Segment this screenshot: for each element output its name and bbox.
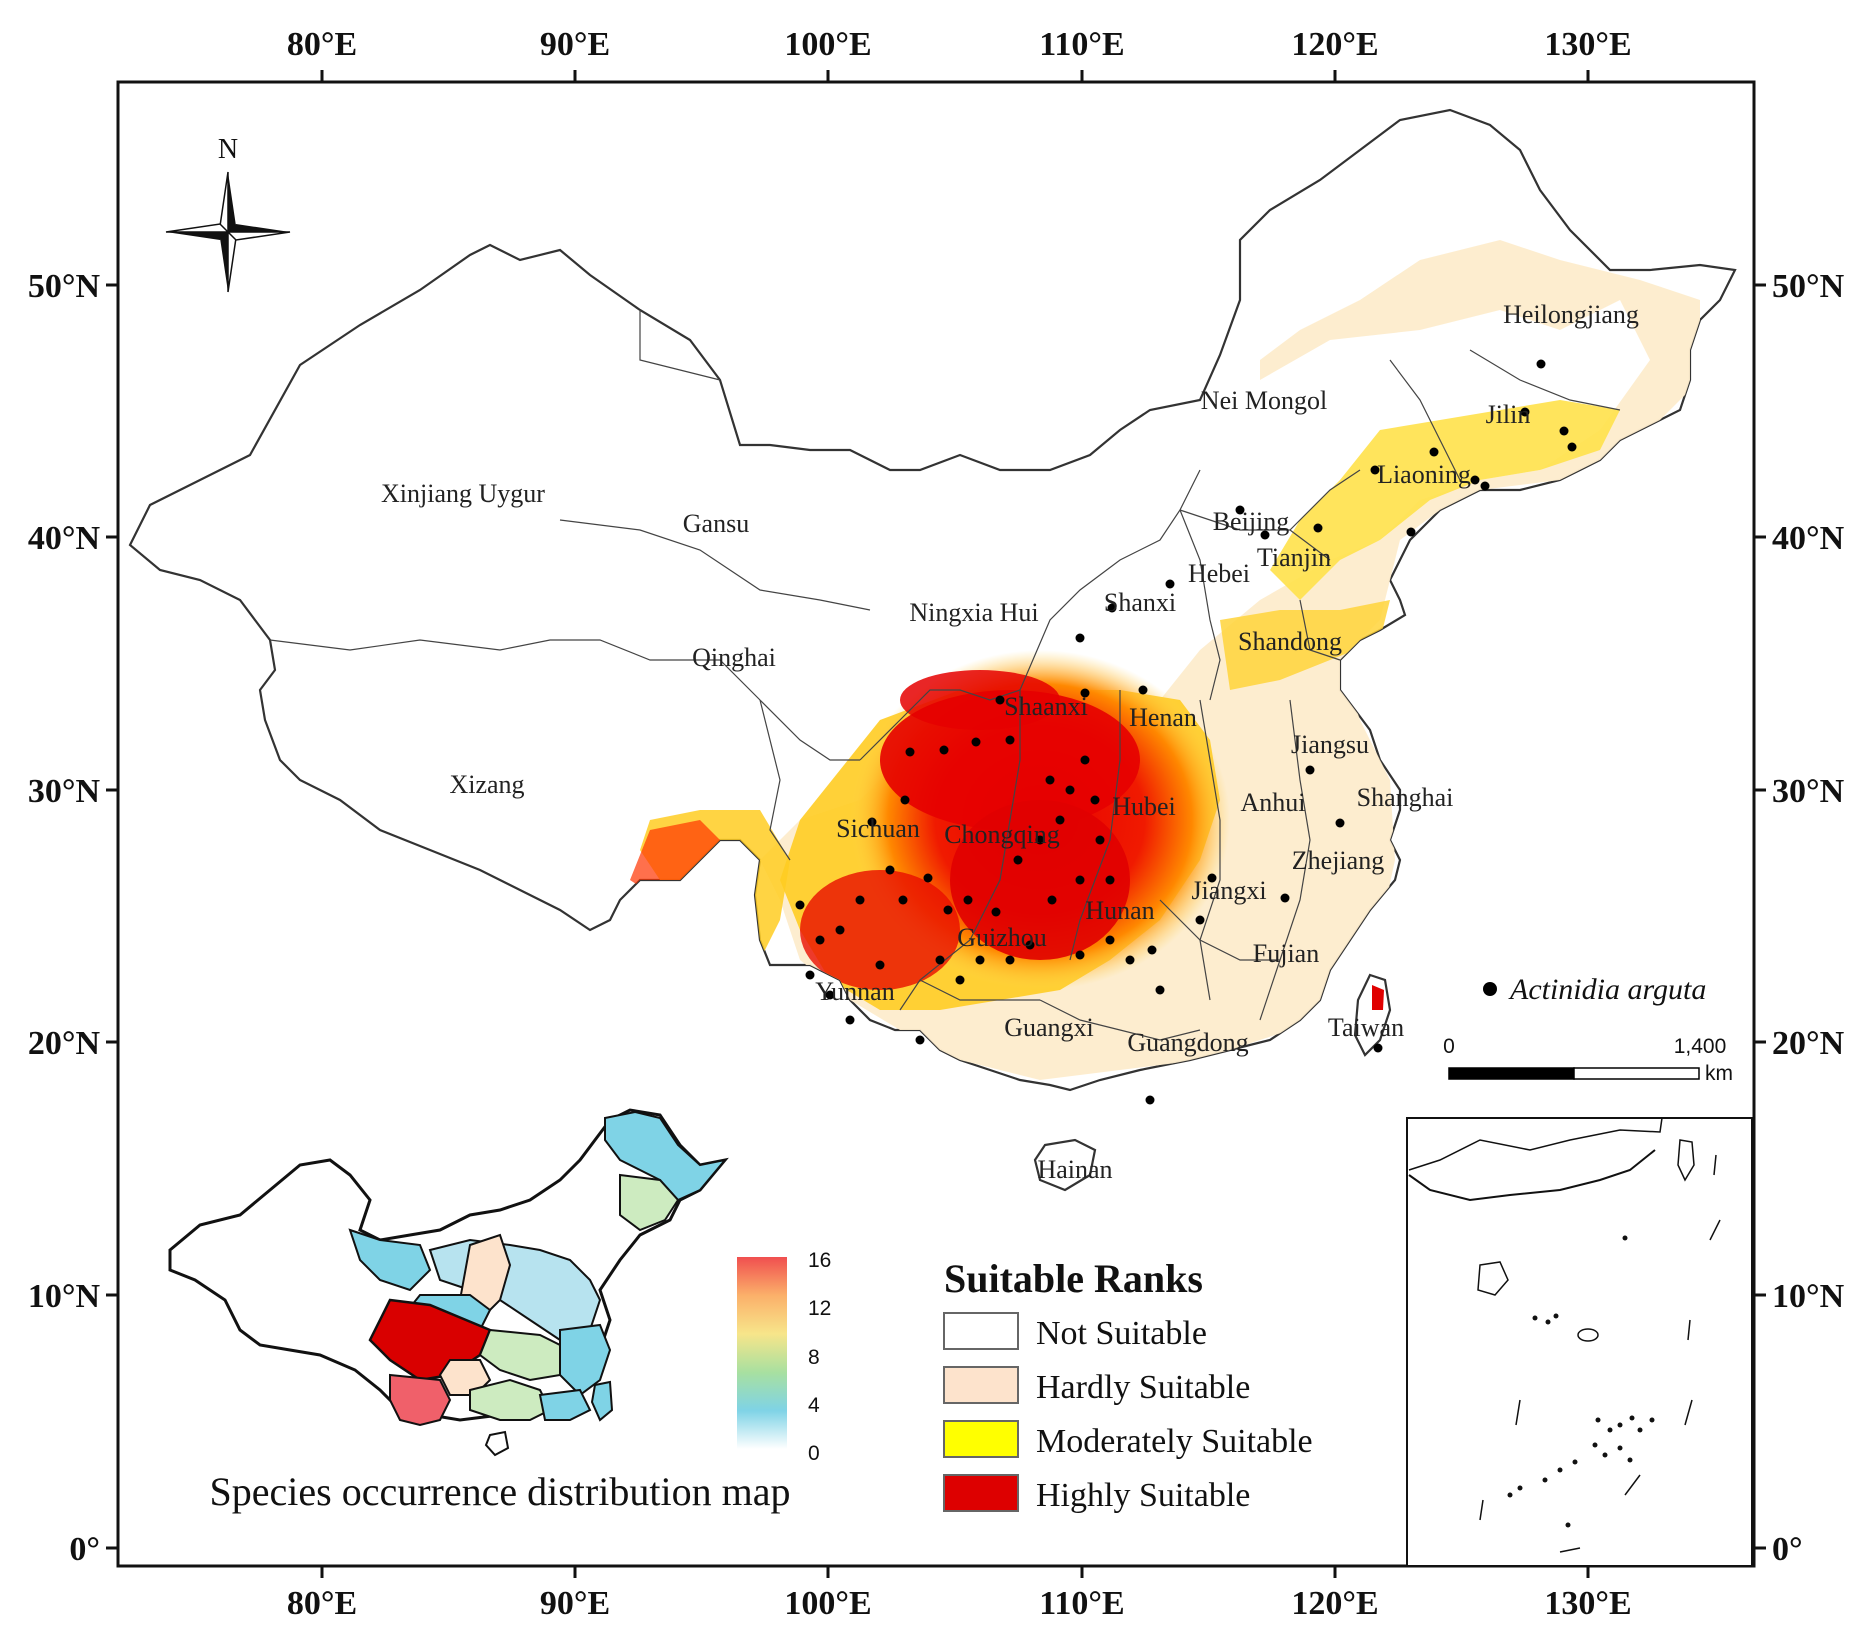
lon-tick-label: 80°E [287,26,357,63]
lat-tick-label: 20°N [1772,1025,1845,1062]
province-label: Yunnan [815,977,894,1006]
province-label: Xinjiang Uygur [381,479,545,508]
lat-tick-label: 10°N [28,1278,101,1315]
province-label: Anhui [1241,788,1306,817]
lat-tick-label: 50°N [28,268,101,305]
legend-label: Not Suitable [1036,1315,1207,1352]
lat-tick-label: 30°N [1772,773,1845,810]
lon-tick-label: 110°E [1039,26,1124,63]
legend-label: Highly Suitable [1036,1477,1250,1514]
province-label: Tianjin [1257,543,1331,572]
province-label: Guangxi [1004,1013,1094,1042]
scale-end-label: 1,400 [1674,1035,1727,1058]
legend-swatch-hardly-suitable [943,1366,1019,1404]
colorbar-tick-label: 4 [808,1394,820,1417]
province-label: Chongqing [944,820,1060,849]
province-label: Hubei [1112,792,1176,821]
legend-label: Hardly Suitable [1036,1369,1250,1406]
lat-tick-label: 40°N [28,520,101,557]
species-name: Actinidia arguta [1508,973,1706,1006]
lon-tick-label: 90°E [540,1585,610,1622]
scale-bar: 0 1,400 km [1443,1035,1733,1085]
scale-unit-label: km [1705,1062,1733,1085]
legend-swatch-highly-suitable [943,1474,1019,1512]
province-label: Jilin [1486,400,1531,429]
province-label: Shandong [1238,627,1342,656]
colorbar-tick-label: 12 [808,1297,831,1320]
scale-start-label: 0 [1443,1035,1455,1058]
lon-tick-label: 100°E [784,1585,871,1622]
province-label: Gansu [683,509,749,538]
province-label: Henan [1129,703,1197,732]
lat-tick-label: 0° [69,1531,100,1568]
province-label: Zhejiang [1292,846,1384,875]
province-label: Beijing [1213,507,1290,536]
lat-labels-left: 50°N 40°N 30°N 20°N 10°N 0° [28,268,101,1568]
legend-swatch-not-suitable [943,1312,1019,1350]
islands [1033,973,1392,1192]
south-china-sea-inset [1406,1117,1753,1567]
north-arrow-icon: N [165,134,291,293]
lon-tick-label: 100°E [784,26,871,63]
province-label: Guangdong [1127,1028,1248,1057]
legend-swatch-moderately-suitable [943,1420,1019,1458]
north-label: N [218,134,238,165]
lon-tick-label: 120°E [1291,1585,1378,1622]
province-label: Fujian [1253,939,1319,968]
province-label: Guizhou [957,923,1047,952]
occurrence-colorbar: 16 12 8 4 0 [737,1249,831,1465]
lon-labels-top: 80°E 90°E 100°E 110°E 120°E 130°E [287,26,1632,63]
lon-tick-label: 130°E [1544,1585,1631,1622]
province-label: Xizang [449,770,524,799]
lon-tick-label: 80°E [287,1585,357,1622]
province-label: Hebei [1188,559,1250,588]
province-label: Qinghai [692,643,776,672]
province-label: Taiwan [1328,1013,1404,1042]
legend-title: Suitable Ranks [944,1256,1203,1301]
province-label: Jiangxi [1191,876,1266,905]
province-label: Jiangsu [1291,730,1369,759]
lon-tick-label: 130°E [1544,26,1631,63]
province-label: Ningxia Hui [909,598,1038,627]
province-label: Hunan [1085,896,1154,925]
province-labels: Heilongjiang Jilin Liaoning Nei Mongol X… [381,300,1639,1184]
province-label: Sichuan [836,814,920,843]
province-label: Shaanxi [1004,692,1088,721]
colorbar-tick-label: 0 [808,1442,820,1465]
lon-labels-bottom: 80°E 90°E 100°E 110°E 120°E 130°E [287,1585,1632,1622]
lat-tick-label: 30°N [28,773,101,810]
lat-tick-label: 20°N [28,1025,101,1062]
province-label: Liaoning [1377,460,1471,489]
lat-tick-label: 40°N [1772,520,1845,557]
lat-tick-label: 10°N [1772,1278,1845,1315]
province-label: Hainan [1037,1155,1112,1184]
lat-tick-label: 0° [1772,1531,1803,1568]
occurrence-inset-map: Species occurrence distribution map [168,1108,791,1514]
occurrence-map-title: Species occurrence distribution map [210,1469,791,1514]
province-borders [269,310,1621,1041]
lon-tick-label: 110°E [1039,1585,1124,1622]
legend-label: Moderately Suitable [1036,1423,1313,1460]
province-label: Heilongjiang [1503,300,1639,329]
lat-labels-right: 50°N 40°N 30°N 20°N 10°N 0° [1772,268,1845,1568]
lon-tick-label: 90°E [540,26,610,63]
lat-tick-label: 50°N [1772,268,1845,305]
lon-tick-label: 120°E [1291,26,1378,63]
province-label: Nei Mongol [1201,386,1327,415]
axis-ticks [106,70,1766,1578]
occurrence-marker-icon [1483,982,1497,996]
colorbar-tick-label: 8 [808,1346,820,1369]
suitability-legend: Suitable Ranks Not Suitable Hardly Suita… [943,1256,1313,1514]
species-legend: Actinidia arguta [1483,973,1706,1006]
colorbar-tick-label: 16 [808,1249,831,1272]
province-label: Shanghai [1357,783,1454,812]
province-label: Shanxi [1104,588,1176,617]
occurrence-points [795,359,1577,1105]
